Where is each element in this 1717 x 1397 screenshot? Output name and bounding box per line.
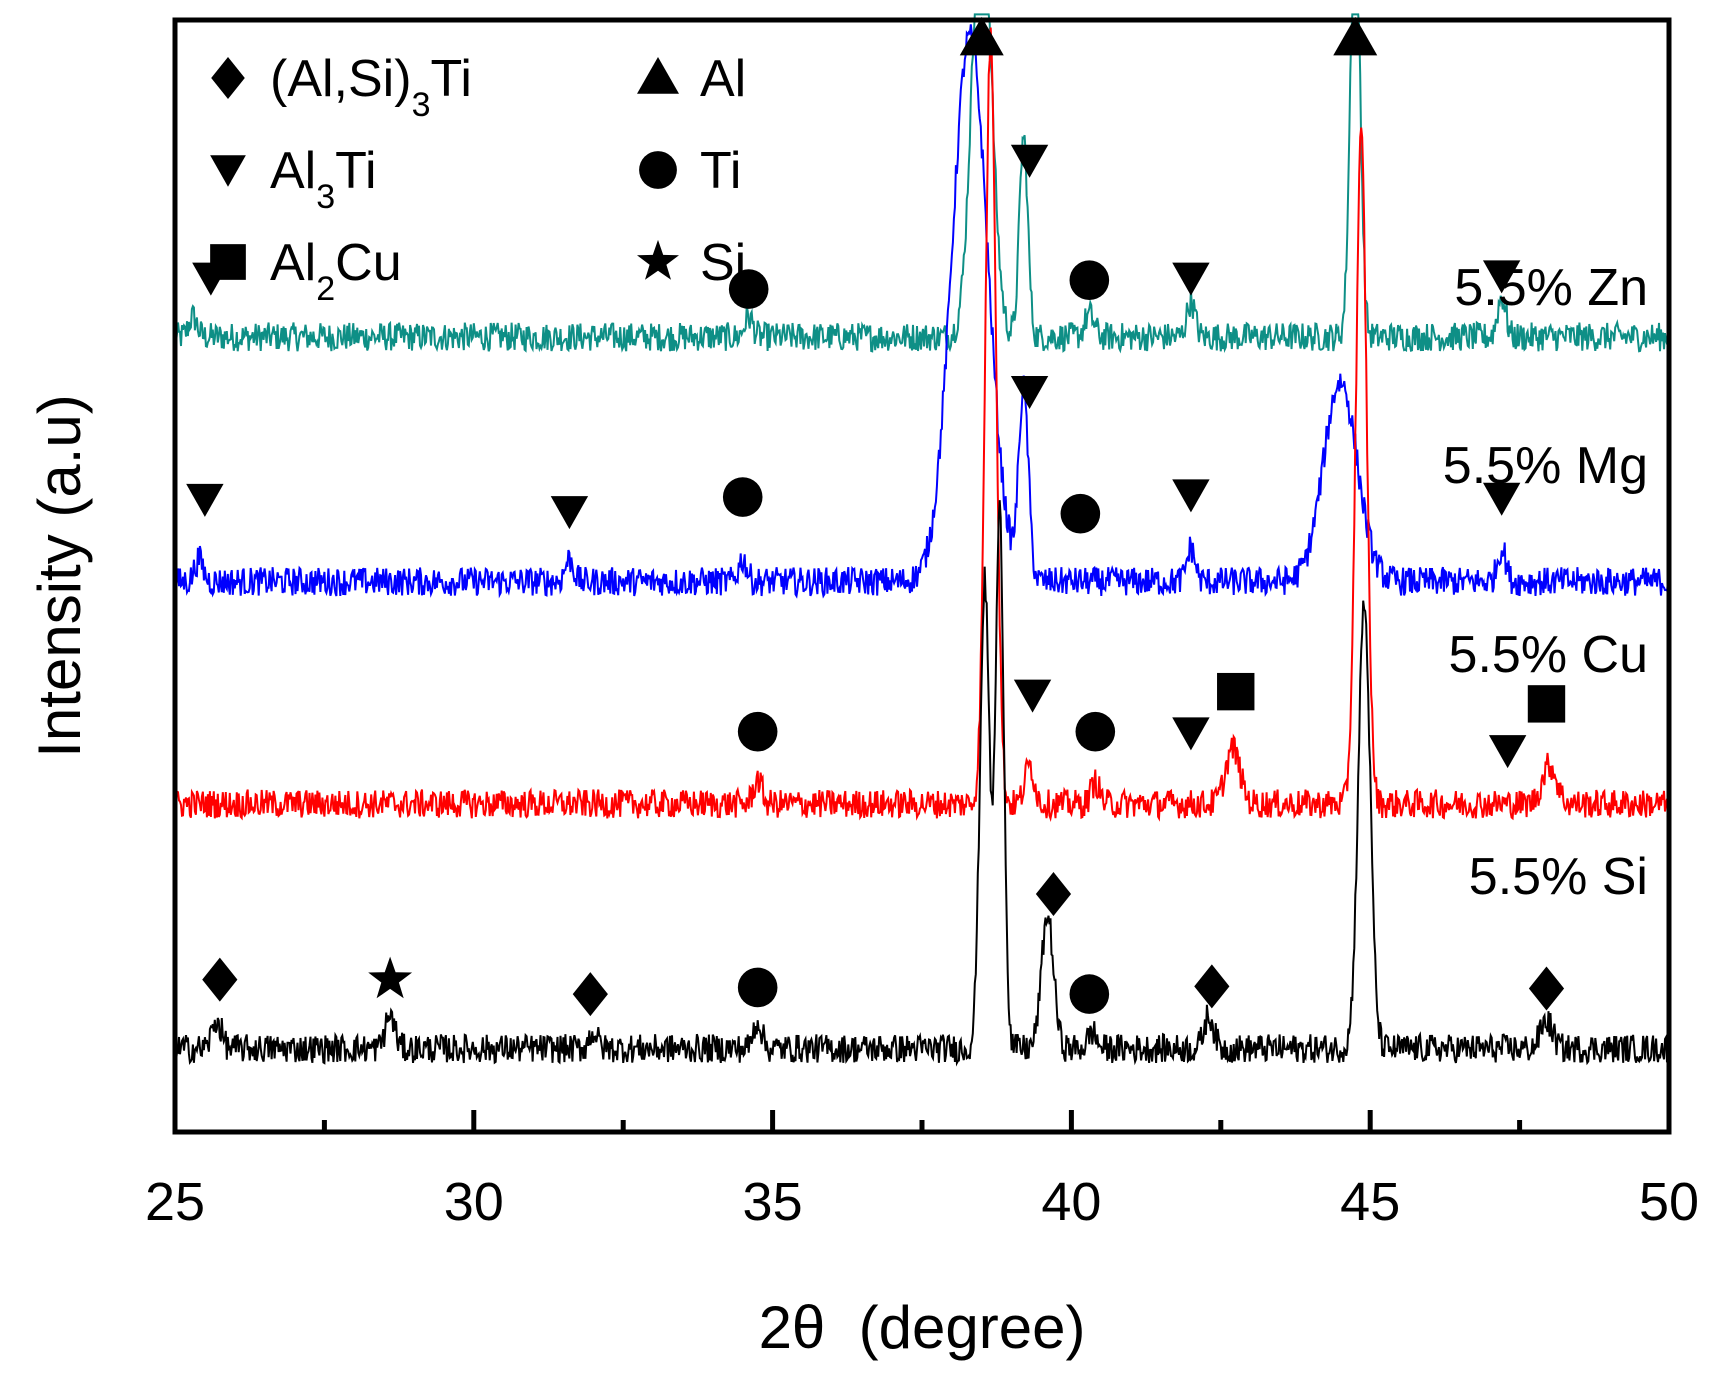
peak-marker-circle [1075, 711, 1116, 752]
peak-marker-triangle-up [959, 16, 1004, 56]
x-axis-label: 2θ (degree) [759, 1294, 1086, 1361]
series-label: 5.5% Zn [1454, 259, 1648, 317]
peak-marker-circle [1069, 974, 1110, 1014]
peak-marker-square [1527, 685, 1566, 723]
x-tick-label: 40 [1041, 1172, 1101, 1232]
series-label: 5.5% Si [1469, 848, 1648, 906]
peak-marker-circle [728, 269, 769, 309]
peak-marker-diamond [1528, 966, 1565, 1011]
legend-marker-star [637, 239, 679, 280]
peak-marker-triangle-down [1010, 376, 1049, 410]
legend-label: Al3Ti [270, 142, 377, 216]
legend-item: (Al,Si)3Ti [211, 50, 472, 124]
legend-label: Ti [700, 142, 741, 200]
legend-item: Al [637, 50, 746, 108]
series-label: 5.5% Cu [1449, 626, 1648, 684]
legend-label: (Al,Si)3Ti [270, 50, 472, 124]
peak-marker-triangle-down [1172, 479, 1210, 513]
x-tick-label: 45 [1340, 1172, 1400, 1232]
legend: (Al,Si)3Ti Al Al3Ti Ti Al2Cu Si [210, 50, 746, 308]
legend-marker-circle [639, 151, 677, 189]
series-line-5-5-mg [174, 24, 1670, 599]
peak-marker-circle [737, 967, 778, 1008]
legend-marker-square [210, 244, 246, 280]
peak-marker-triangle-down [186, 483, 224, 517]
peak-marker-triangle-down [1172, 717, 1210, 751]
series-group [174, 13, 1670, 1067]
peak-marker-square [1217, 672, 1255, 711]
peak-marker-circle [1060, 493, 1101, 534]
x-tick-label: 50 [1639, 1172, 1699, 1232]
legend-item: Si [637, 234, 746, 292]
legend-label: Al [700, 50, 746, 108]
legend-item: Al2Cu [210, 234, 402, 308]
peak-marker-circle [1069, 260, 1110, 301]
legend-label: Si [700, 234, 746, 292]
series-line-5-5-si [174, 500, 1670, 1067]
legend-label: Al2Cu [270, 234, 402, 308]
peak-marker-triangle-down [1010, 144, 1049, 178]
x-tick-label: 25 [145, 1172, 205, 1232]
series-label: 5.5% Mg [1443, 437, 1648, 495]
series-line-5-5-zn [174, 13, 1670, 354]
peak-marker-circle [737, 711, 778, 752]
x-tick-label: 30 [444, 1172, 504, 1232]
legend-item: Al3Ti [210, 142, 377, 216]
peak-marker-triangle-down [1482, 482, 1521, 516]
x-axis-ticks: 25 30 35 40 45 50 [145, 1110, 1699, 1232]
peak-marker-circle [722, 477, 763, 517]
peak-marker-triangle-down [1488, 735, 1527, 769]
peak-marker-triangle-up [1333, 16, 1378, 56]
peak-marker-triangle-down [1013, 679, 1052, 713]
legend-item: Ti [639, 142, 741, 200]
peak-markers [186, 16, 1566, 1017]
peak-marker-star [368, 956, 413, 999]
legend-marker-triangle-down [210, 155, 246, 187]
peak-marker-diamond [1035, 872, 1072, 917]
peak-marker-triangle-down [550, 496, 589, 530]
legend-marker-triangle-up [637, 57, 679, 94]
legend-marker-diamond [211, 57, 245, 99]
series-labels: 5.5% Zn 5.5% Mg 5.5% Cu 5.5% Si [1443, 259, 1648, 906]
peak-marker-diamond [572, 972, 608, 1017]
peak-marker-diamond [1194, 964, 1230, 1009]
peak-marker-diamond [202, 957, 238, 1002]
x-tick-label: 35 [743, 1172, 803, 1232]
peak-marker-triangle-down [1482, 260, 1521, 294]
series-line-5-5-cu [174, 27, 1670, 822]
y-axis-label: Intensity (a.u) [26, 394, 93, 758]
peak-marker-triangle-down [1172, 262, 1210, 296]
